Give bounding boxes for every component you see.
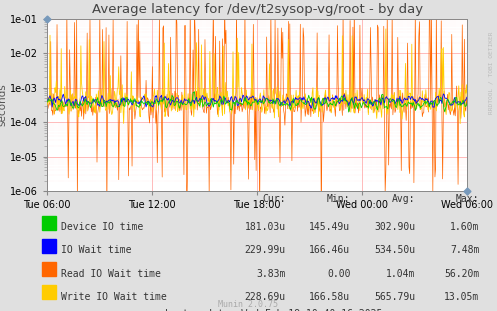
Text: 56.20m: 56.20m [444,269,480,279]
Text: Min:: Min: [327,194,350,204]
Title: Average latency for /dev/t2sysop-vg/root - by day: Average latency for /dev/t2sysop-vg/root… [91,3,423,16]
Text: Write IO Wait time: Write IO Wait time [61,292,167,302]
Text: RRDTOOL / TOBI OETIKER: RRDTOOL / TOBI OETIKER [488,31,493,114]
Text: Avg:: Avg: [392,194,415,204]
Text: 1.60m: 1.60m [450,222,480,232]
Text: Last update: Wed Feb 19 10:40:16 2025: Last update: Wed Feb 19 10:40:16 2025 [165,309,382,311]
Text: 13.05m: 13.05m [444,292,480,302]
Text: 145.49u: 145.49u [309,222,350,232]
Text: 1.04m: 1.04m [386,269,415,279]
Text: Munin 2.0.75: Munin 2.0.75 [219,299,278,309]
Text: Max:: Max: [456,194,480,204]
Text: 0.00: 0.00 [327,269,350,279]
Text: 166.46u: 166.46u [309,245,350,255]
Y-axis label: seconds: seconds [0,84,7,126]
Text: 228.69u: 228.69u [245,292,286,302]
Text: IO Wait time: IO Wait time [61,245,132,255]
Text: 534.50u: 534.50u [374,245,415,255]
Text: 3.83m: 3.83m [256,269,286,279]
Text: 181.03u: 181.03u [245,222,286,232]
Text: Cur:: Cur: [262,194,286,204]
Text: 302.90u: 302.90u [374,222,415,232]
Text: 565.79u: 565.79u [374,292,415,302]
Text: 7.48m: 7.48m [450,245,480,255]
Text: 229.99u: 229.99u [245,245,286,255]
Text: 166.58u: 166.58u [309,292,350,302]
Text: Device IO time: Device IO time [61,222,143,232]
Text: Read IO Wait time: Read IO Wait time [61,269,161,279]
